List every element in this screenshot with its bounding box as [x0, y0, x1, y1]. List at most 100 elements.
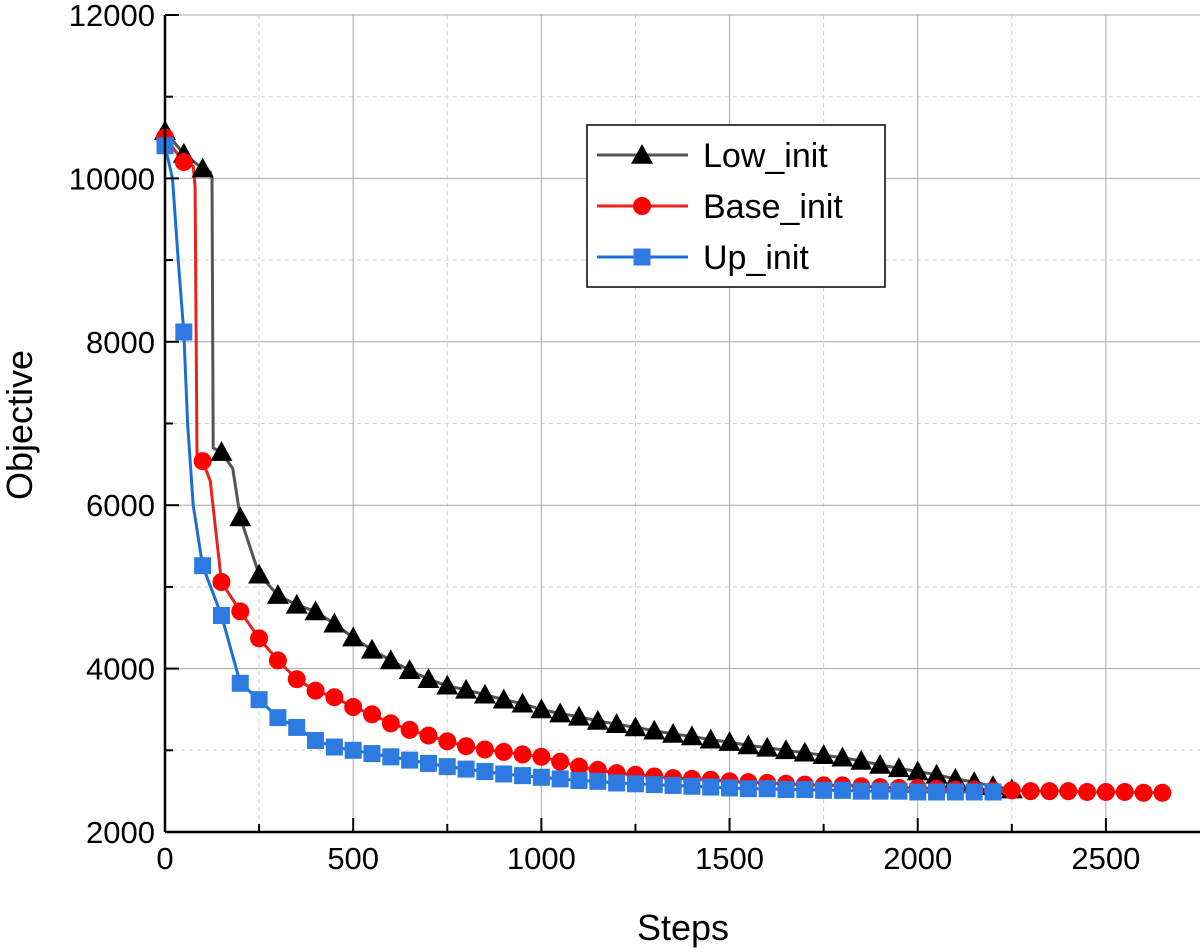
data-point-base-init: [1153, 783, 1172, 802]
data-point-base-init: [551, 752, 570, 771]
data-point-up-init: [382, 748, 400, 766]
data-point-base-init: [231, 602, 250, 621]
data-point-low-init: [586, 709, 609, 730]
data-point-low-init: [737, 734, 760, 755]
data-point-up-init: [928, 783, 946, 801]
data-point-up-init: [984, 783, 1002, 801]
y-tick-label: 6000: [86, 488, 155, 523]
legend-label-base-init: Base_init: [703, 188, 843, 226]
data-point-low-init: [906, 760, 929, 781]
data-point-low-init: [718, 731, 741, 751]
data-point-low-init: [342, 626, 365, 647]
data-point-low-init: [379, 649, 402, 670]
data-point-low-init: [398, 659, 421, 680]
tick-labels: 0 500 1000 1500 2000 2500 2000 4000 6000 8000 1000…: [69, 0, 1141, 876]
data-point-base-init: [344, 697, 363, 716]
data-point-up-init: [476, 763, 494, 781]
data-point-low-init: [812, 744, 835, 765]
y-tick-label: 2000: [86, 815, 155, 850]
data-point-up-init: [946, 783, 964, 801]
data-point-up-init: [250, 691, 268, 709]
data-point-base-init: [532, 747, 551, 766]
axes: [163, 14, 1200, 834]
data-point-base-init: [438, 732, 457, 751]
data-point-base-init: [1078, 782, 1097, 801]
data-point-low-init: [680, 725, 703, 746]
data-point-low-init: [624, 716, 647, 737]
data-point-up-init: [796, 781, 814, 799]
data-point-low-init: [793, 741, 816, 762]
data-point-low-init: [323, 612, 346, 633]
data-point-low-init: [229, 506, 252, 527]
data-point-up-init: [457, 760, 475, 778]
data-point-base-init: [570, 757, 588, 776]
data-point-low-init: [850, 749, 873, 770]
series-markers: [154, 120, 1172, 802]
data-point-low-init: [473, 683, 496, 704]
x-tick-label: 2500: [1071, 841, 1140, 876]
data-point-low-init: [530, 698, 553, 719]
data-point-base-init: [1040, 782, 1059, 801]
y-tick-label: 4000: [86, 652, 155, 687]
data-point-base-init: [363, 705, 381, 724]
data-point-up-init: [438, 758, 456, 776]
data-point-up-init: [231, 674, 249, 692]
data-point-base-init: [419, 726, 438, 745]
data-point-low-init: [304, 600, 327, 621]
data-point-base-init: [400, 720, 419, 739]
data-point-base-init: [1002, 781, 1021, 800]
y-tick-label: 12000: [69, 0, 155, 33]
data-point-base-init: [1059, 782, 1078, 801]
data-point-base-init: [193, 452, 212, 471]
data-point-base-init: [250, 629, 269, 648]
data-point-low-init: [248, 563, 271, 584]
data-point-base-init: [287, 670, 306, 689]
data-point-low-init: [887, 757, 910, 778]
legend-marker-low-init: [631, 144, 653, 164]
x-tick-label: 0: [156, 841, 173, 876]
data-point-up-init: [965, 783, 983, 801]
data-point-base-init: [1021, 782, 1040, 801]
data-point-up-init: [702, 778, 720, 796]
data-point-low-init: [699, 728, 722, 749]
data-point-low-init: [210, 441, 233, 461]
data-point-low-init: [925, 763, 948, 784]
data-point-up-init: [551, 770, 569, 788]
data-point-base-init: [475, 740, 494, 759]
data-point-base-init: [1134, 783, 1153, 802]
data-point-up-init: [833, 781, 851, 799]
data-point-base-init: [325, 688, 344, 707]
y-tick-label: 8000: [86, 325, 155, 360]
legend-marker-base-init: [633, 197, 651, 215]
data-point-base-init: [1096, 782, 1115, 801]
x-tick-label: 1500: [695, 841, 764, 876]
data-point-up-init: [871, 782, 889, 800]
data-point-up-init: [909, 783, 927, 801]
data-point-up-init: [852, 782, 870, 800]
data-point-low-init: [869, 754, 892, 774]
data-point-up-init: [683, 777, 701, 795]
data-point-base-init: [1115, 782, 1134, 801]
data-point-low-init: [361, 638, 383, 659]
data-point-low-init: [285, 593, 308, 614]
data-point-base-init: [513, 745, 532, 764]
data-point-up-init: [570, 772, 588, 790]
data-point-up-init: [363, 745, 381, 763]
data-point-up-init: [401, 751, 419, 769]
data-point-up-init: [212, 606, 230, 624]
data-point-up-init: [645, 776, 663, 794]
data-point-low-init: [605, 713, 628, 733]
data-point-up-init: [626, 775, 644, 793]
x-tick-label: 2000: [883, 841, 952, 876]
legend-marker-up-init: [633, 248, 651, 266]
data-point-low-init: [756, 736, 779, 757]
data-point-up-init: [532, 768, 550, 786]
data-point-base-init: [268, 651, 287, 670]
legend-label-up-init: Up_init: [703, 239, 809, 277]
data-point-up-init: [739, 780, 757, 798]
data-point-base-init: [174, 153, 193, 172]
y-tick-label: 10000: [69, 161, 155, 196]
x-tick-label: 500: [327, 841, 379, 876]
legend-label-low-init: Low_init: [703, 137, 828, 175]
